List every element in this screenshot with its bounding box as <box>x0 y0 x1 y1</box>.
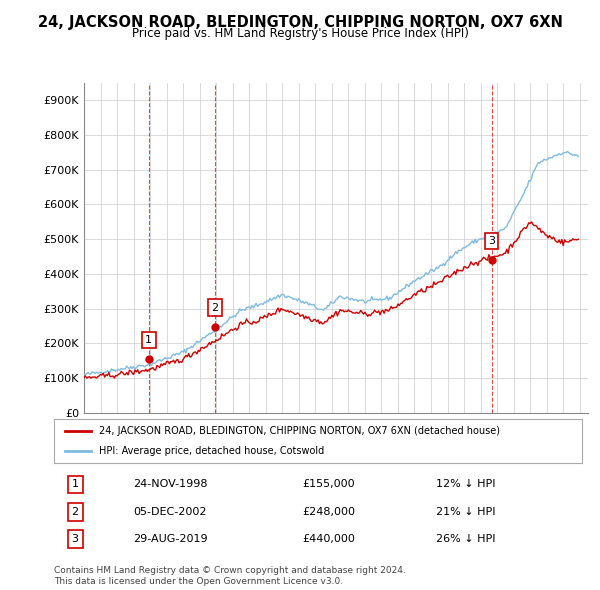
Text: 29-AUG-2019: 29-AUG-2019 <box>133 534 208 544</box>
Text: 12% ↓ HPI: 12% ↓ HPI <box>436 480 496 490</box>
Text: 2: 2 <box>71 507 79 517</box>
Text: Contains HM Land Registry data © Crown copyright and database right 2024.
This d: Contains HM Land Registry data © Crown c… <box>54 566 406 586</box>
Text: 26% ↓ HPI: 26% ↓ HPI <box>436 534 496 544</box>
Text: Price paid vs. HM Land Registry's House Price Index (HPI): Price paid vs. HM Land Registry's House … <box>131 27 469 40</box>
Text: 24, JACKSON ROAD, BLEDINGTON, CHIPPING NORTON, OX7 6XN (detached house): 24, JACKSON ROAD, BLEDINGTON, CHIPPING N… <box>99 427 500 436</box>
Text: £440,000: £440,000 <box>302 534 355 544</box>
Text: 1: 1 <box>145 335 152 345</box>
Text: 24-NOV-1998: 24-NOV-1998 <box>133 480 208 490</box>
Text: 1: 1 <box>71 480 79 490</box>
Text: 24, JACKSON ROAD, BLEDINGTON, CHIPPING NORTON, OX7 6XN: 24, JACKSON ROAD, BLEDINGTON, CHIPPING N… <box>38 15 562 30</box>
Text: HPI: Average price, detached house, Cotswold: HPI: Average price, detached house, Cots… <box>99 446 324 455</box>
Text: £248,000: £248,000 <box>302 507 355 517</box>
Text: 21% ↓ HPI: 21% ↓ HPI <box>436 507 496 517</box>
Text: 3: 3 <box>71 534 79 544</box>
Text: 05-DEC-2002: 05-DEC-2002 <box>133 507 207 517</box>
Text: £155,000: £155,000 <box>302 480 355 490</box>
Text: 2: 2 <box>211 303 218 313</box>
Text: 3: 3 <box>488 236 495 246</box>
